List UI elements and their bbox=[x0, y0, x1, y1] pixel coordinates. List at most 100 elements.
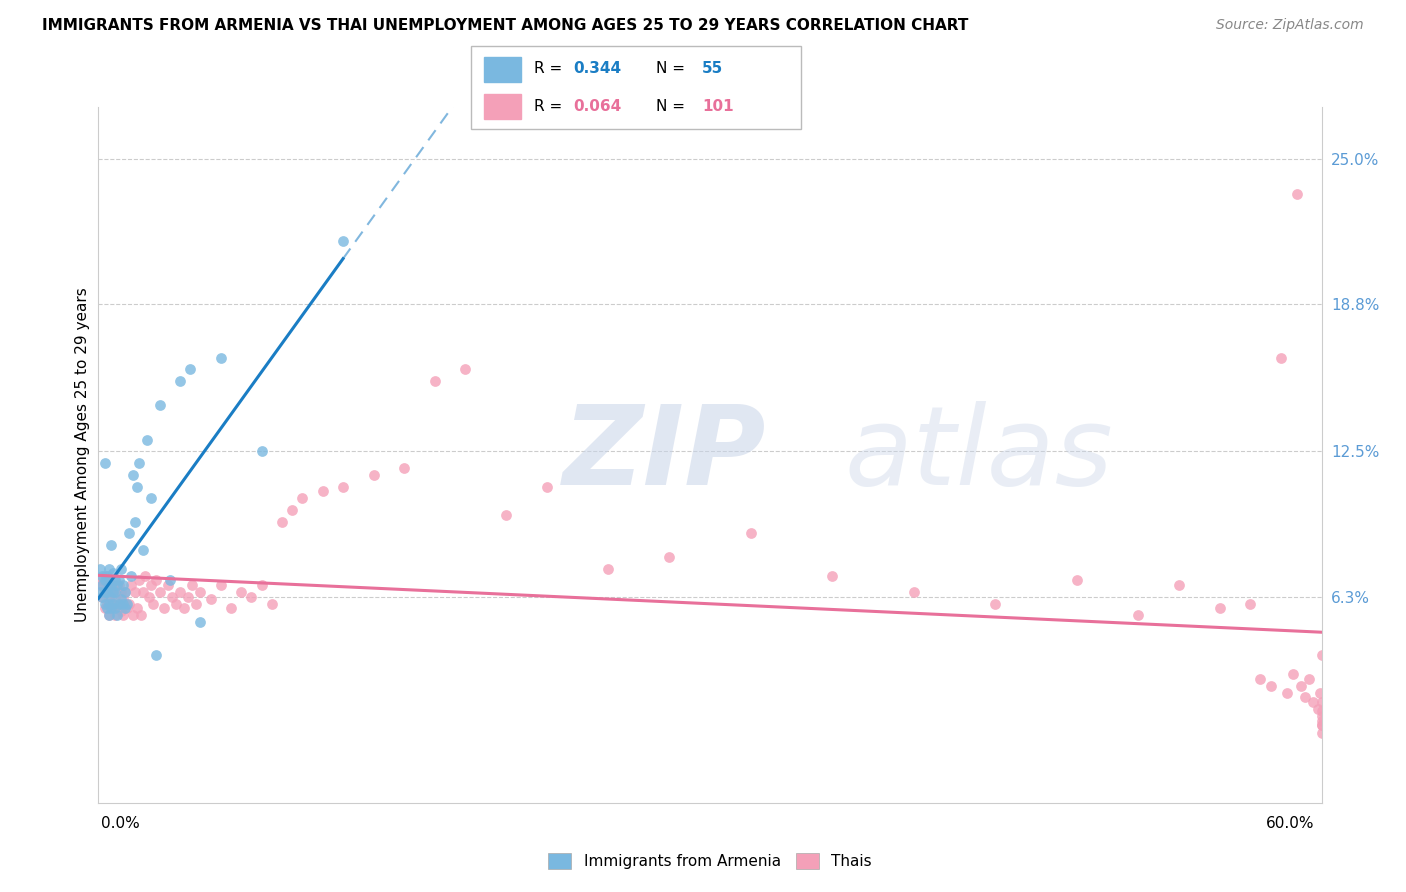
Point bbox=[127, 479, 149, 493]
Text: atlas: atlas bbox=[845, 401, 1114, 508]
Point bbox=[93, 456, 115, 470]
Point bbox=[97, 592, 120, 607]
Point bbox=[105, 585, 128, 599]
Point bbox=[132, 585, 155, 599]
Point bbox=[132, 542, 155, 557]
Point bbox=[200, 592, 222, 607]
Text: 55: 55 bbox=[703, 62, 724, 77]
Point bbox=[159, 574, 181, 588]
Point bbox=[1310, 718, 1333, 732]
Point bbox=[120, 568, 142, 582]
Point bbox=[100, 601, 122, 615]
Point bbox=[1286, 186, 1309, 201]
Point bbox=[129, 608, 152, 623]
Point bbox=[110, 592, 132, 607]
Bar bbox=[484, 57, 520, 82]
Point bbox=[91, 578, 114, 592]
Point bbox=[495, 508, 517, 522]
Point bbox=[536, 479, 558, 493]
Point bbox=[114, 597, 136, 611]
Point bbox=[1309, 686, 1331, 700]
Point bbox=[96, 601, 118, 615]
Point bbox=[1128, 608, 1150, 623]
Point bbox=[392, 460, 416, 475]
Point bbox=[104, 608, 127, 623]
Point bbox=[114, 585, 136, 599]
Point bbox=[96, 585, 118, 599]
Point bbox=[108, 578, 131, 592]
Point bbox=[145, 648, 167, 663]
Point bbox=[101, 597, 124, 611]
Text: Source: ZipAtlas.com: Source: ZipAtlas.com bbox=[1216, 18, 1364, 32]
Point bbox=[1249, 672, 1271, 686]
Point bbox=[332, 479, 354, 493]
Point bbox=[100, 538, 122, 552]
Point bbox=[100, 585, 122, 599]
Point bbox=[740, 526, 762, 541]
Point bbox=[1282, 667, 1305, 681]
Point bbox=[93, 574, 115, 588]
Point bbox=[111, 597, 134, 611]
Point bbox=[1167, 578, 1189, 592]
Point bbox=[1291, 679, 1313, 693]
Point bbox=[110, 604, 132, 618]
Point bbox=[173, 601, 195, 615]
Point bbox=[120, 578, 142, 592]
Point bbox=[110, 561, 132, 575]
Point bbox=[124, 515, 146, 529]
Point bbox=[177, 590, 200, 604]
Point bbox=[240, 590, 263, 604]
Point bbox=[984, 597, 1007, 611]
Text: R =: R = bbox=[534, 62, 567, 77]
Point bbox=[89, 578, 111, 592]
Point bbox=[156, 578, 179, 592]
Point bbox=[96, 597, 118, 611]
Y-axis label: Unemployment Among Ages 25 to 29 years: Unemployment Among Ages 25 to 29 years bbox=[75, 287, 90, 623]
Point bbox=[124, 585, 146, 599]
Text: R =: R = bbox=[534, 99, 567, 113]
Point bbox=[1270, 351, 1292, 365]
Point bbox=[454, 362, 477, 376]
Point bbox=[97, 608, 120, 623]
Point bbox=[1310, 705, 1333, 719]
Point bbox=[97, 561, 120, 575]
Point bbox=[188, 585, 212, 599]
Text: IMMIGRANTS FROM ARMENIA VS THAI UNEMPLOYMENT AMONG AGES 25 TO 29 YEARS CORRELATI: IMMIGRANTS FROM ARMENIA VS THAI UNEMPLOY… bbox=[42, 18, 969, 33]
Point bbox=[186, 597, 208, 611]
Point bbox=[260, 597, 283, 611]
Point bbox=[91, 568, 114, 582]
Point bbox=[821, 568, 844, 582]
Point bbox=[97, 608, 120, 623]
Point bbox=[91, 574, 114, 588]
Point bbox=[127, 601, 149, 615]
Text: ZIP: ZIP bbox=[564, 401, 766, 508]
Point bbox=[1294, 690, 1316, 705]
Point bbox=[312, 484, 335, 499]
Point bbox=[118, 597, 141, 611]
Point bbox=[363, 467, 385, 482]
Point bbox=[270, 515, 294, 529]
Point bbox=[169, 585, 191, 599]
Point bbox=[250, 444, 273, 458]
Point bbox=[165, 597, 187, 611]
Text: 0.064: 0.064 bbox=[574, 99, 621, 113]
Point bbox=[1209, 601, 1232, 615]
Text: 101: 101 bbox=[703, 99, 734, 113]
Point bbox=[93, 585, 115, 599]
Point bbox=[903, 585, 925, 599]
Point bbox=[110, 585, 132, 599]
Point bbox=[138, 590, 160, 604]
Point bbox=[104, 585, 127, 599]
Point bbox=[188, 615, 212, 630]
Point bbox=[291, 491, 314, 506]
Point bbox=[141, 578, 163, 592]
Point bbox=[96, 578, 118, 592]
Point bbox=[100, 578, 122, 592]
Point bbox=[105, 578, 128, 592]
Text: N =: N = bbox=[657, 62, 690, 77]
Point bbox=[93, 597, 115, 611]
Point bbox=[231, 585, 253, 599]
Point bbox=[100, 601, 122, 615]
Point bbox=[219, 601, 242, 615]
Point bbox=[108, 574, 131, 588]
